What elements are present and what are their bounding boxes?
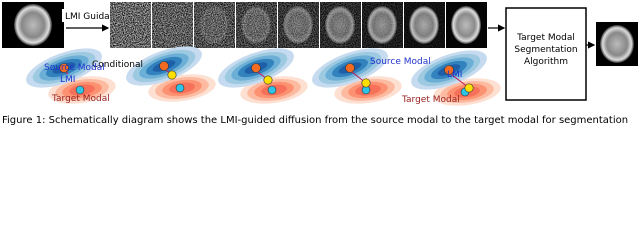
conditional-label: Conditional [92, 60, 143, 70]
guidance-label: LMI Guidance [65, 12, 126, 22]
lmi-label: LMI [60, 75, 75, 85]
brain [600, 25, 634, 63]
panel [218, 48, 308, 104]
panel [411, 50, 501, 106]
box-line: Target Modal [516, 33, 575, 43]
panel [126, 46, 216, 102]
lmi-arrow [65, 71, 69, 75]
brain [14, 4, 52, 46]
page: LMI Guidance Target Modal Segmentation A… [0, 0, 640, 128]
diffusion-strip [110, 2, 487, 48]
cond-point [167, 70, 177, 80]
box-line: Segmentation [514, 45, 577, 55]
distribution-panels [26, 46, 501, 106]
figure: LMI Guidance Target Modal Segmentation A… [2, 2, 638, 126]
source-point [159, 61, 169, 71]
target-label: Target Modal [401, 95, 460, 105]
noise [194, 2, 235, 48]
source-label: Source Modal [44, 63, 105, 73]
source-point [345, 63, 355, 73]
panel [312, 48, 402, 104]
noise [278, 2, 319, 48]
lmi-label: LMI [447, 70, 462, 80]
target-label: Target Modal [51, 94, 110, 104]
cond-point [263, 75, 273, 85]
algorithm-box [505, 7, 587, 101]
noise [362, 2, 403, 48]
noise [236, 2, 277, 48]
noise [110, 2, 151, 48]
source-point [251, 63, 261, 73]
cond-point [464, 83, 474, 93]
source-point [444, 65, 454, 75]
caption: Figure 1: Schematically diagram shows th… [2, 115, 628, 126]
target-point [175, 83, 185, 93]
source-label: Source Modal [370, 57, 431, 67]
panel [26, 48, 116, 104]
noise [404, 2, 445, 48]
noise [320, 2, 361, 48]
noise [152, 2, 193, 48]
label-bg [62, 9, 124, 22]
target-point [267, 85, 277, 95]
cond-point [361, 78, 371, 88]
noise [446, 2, 487, 48]
source-point [59, 63, 69, 73]
box-line: Algorithm [524, 57, 568, 67]
target-point [75, 85, 85, 95]
